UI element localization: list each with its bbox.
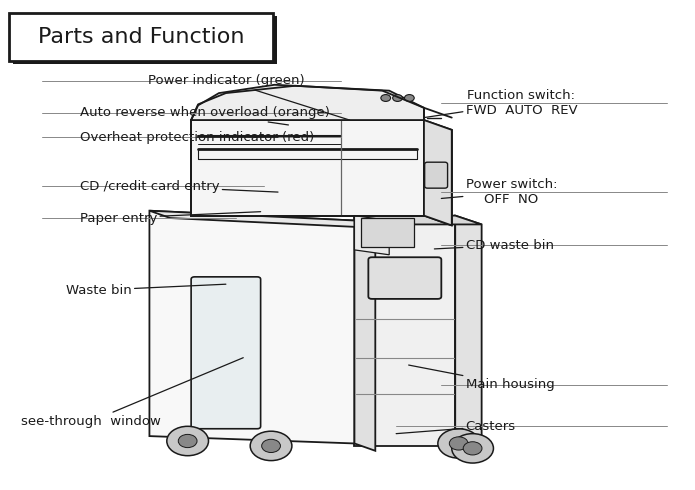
Text: Paper entry: Paper entry <box>80 212 261 224</box>
Text: Overheat protection indicator (red): Overheat protection indicator (red) <box>80 131 314 144</box>
Polygon shape <box>191 85 424 120</box>
FancyBboxPatch shape <box>368 257 441 299</box>
Text: Parts and Function: Parts and Function <box>38 27 245 47</box>
Circle shape <box>438 429 480 458</box>
Text: Waste bin: Waste bin <box>66 284 226 296</box>
Text: Power indicator (green): Power indicator (green) <box>147 74 350 120</box>
Polygon shape <box>354 220 375 451</box>
Polygon shape <box>191 120 424 216</box>
Text: Function switch:
FWD  AUTO  REV: Function switch: FWD AUTO REV <box>424 89 578 118</box>
FancyBboxPatch shape <box>425 162 448 188</box>
Text: Auto reverse when overload (orange): Auto reverse when overload (orange) <box>80 106 330 125</box>
Circle shape <box>250 431 292 461</box>
Polygon shape <box>455 216 482 455</box>
Circle shape <box>178 434 197 448</box>
Circle shape <box>167 426 208 456</box>
Circle shape <box>452 434 493 463</box>
Polygon shape <box>354 216 389 255</box>
Polygon shape <box>424 120 452 225</box>
Bar <box>13 16 277 64</box>
Text: Main housing: Main housing <box>409 365 555 391</box>
Circle shape <box>464 442 482 455</box>
Polygon shape <box>149 211 354 443</box>
Text: CD waste bin: CD waste bin <box>434 239 554 251</box>
Polygon shape <box>354 216 482 224</box>
Circle shape <box>262 439 281 453</box>
Circle shape <box>450 437 468 450</box>
Text: Casters: Casters <box>396 420 516 434</box>
Circle shape <box>393 95 402 101</box>
Circle shape <box>404 95 414 101</box>
Bar <box>9 13 273 61</box>
Polygon shape <box>361 218 414 247</box>
FancyBboxPatch shape <box>191 277 261 429</box>
Circle shape <box>381 95 391 101</box>
Text: see-through  window: see-through window <box>21 358 243 428</box>
Text: Power switch:
OFF  NO: Power switch: OFF NO <box>441 178 557 206</box>
Polygon shape <box>354 216 455 446</box>
Text: CD /credit card entry: CD /credit card entry <box>80 180 278 193</box>
Polygon shape <box>149 211 375 228</box>
